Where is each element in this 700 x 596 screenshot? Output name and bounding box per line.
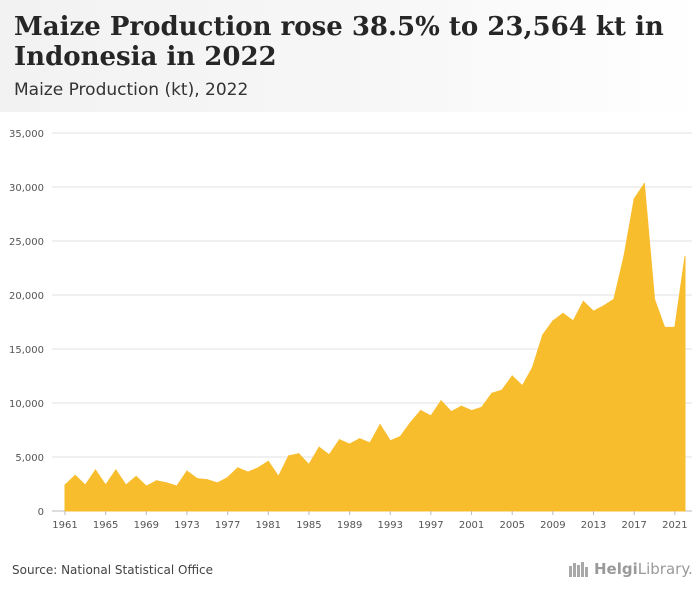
data-point-1984 bbox=[298, 453, 300, 455]
data-point-2012 bbox=[582, 300, 584, 303]
data-point-1986 bbox=[318, 446, 320, 448]
data-point-1992 bbox=[379, 424, 381, 426]
data-point-1970 bbox=[155, 480, 158, 482]
data-point-1966 bbox=[115, 469, 117, 471]
y-tick-label: 20,000 bbox=[9, 291, 44, 302]
data-point-1987 bbox=[328, 454, 330, 456]
x-axis: 1961 1965 1969 1973 1977 1981 1985 1989 1993 1997… bbox=[52, 511, 688, 531]
y-tick-label: 5,000 bbox=[15, 453, 44, 464]
data-point-2019 bbox=[653, 298, 656, 300]
data-point-1972 bbox=[176, 485, 178, 487]
data-point-2005 bbox=[511, 375, 513, 377]
y-tick-label: 30,000 bbox=[9, 183, 44, 194]
y-tick-label: 0 bbox=[38, 507, 44, 518]
data-point-2004 bbox=[501, 389, 503, 391]
data-point-1973 bbox=[186, 470, 188, 472]
x-tick-label: 2005 bbox=[499, 520, 524, 531]
plot-area bbox=[64, 182, 686, 512]
data-point-1969 bbox=[145, 485, 147, 487]
data-point-1988 bbox=[338, 439, 341, 441]
data-point-2010 bbox=[562, 312, 564, 314]
x-tick-label: 1993 bbox=[378, 520, 403, 531]
series-area bbox=[64, 182, 686, 512]
data-point-2022 bbox=[684, 255, 686, 258]
data-point-1971 bbox=[166, 482, 168, 484]
data-point-1994 bbox=[399, 435, 402, 438]
library-logo-icon bbox=[569, 562, 588, 577]
x-tick-label: 1969 bbox=[134, 520, 159, 531]
x-tick-label: 1965 bbox=[93, 520, 118, 531]
data-point-2009 bbox=[552, 320, 554, 322]
data-point-1963 bbox=[84, 484, 86, 486]
data-point-1999 bbox=[450, 411, 452, 413]
data-point-1991 bbox=[369, 442, 371, 444]
data-point-1996 bbox=[420, 409, 422, 412]
data-point-2011 bbox=[572, 320, 574, 322]
data-point-1983 bbox=[288, 455, 290, 457]
x-tick-label: 2001 bbox=[459, 520, 484, 531]
data-point-1961 bbox=[64, 484, 66, 486]
x-tick-label: 1981 bbox=[256, 520, 281, 531]
x-tick-label: 2021 bbox=[662, 520, 687, 531]
chart-title: Maize Production rose 38.5% to 23,564 kt… bbox=[14, 12, 664, 72]
data-point-2016 bbox=[623, 255, 625, 257]
data-point-1997 bbox=[430, 415, 432, 417]
data-point-1975 bbox=[206, 479, 208, 481]
y-tick-label: 15,000 bbox=[9, 345, 44, 356]
data-point-2021 bbox=[674, 326, 676, 328]
data-point-1979 bbox=[247, 471, 249, 473]
data-point-2015 bbox=[613, 298, 615, 300]
data-point-1990 bbox=[359, 438, 361, 440]
data-point-1974 bbox=[196, 478, 198, 480]
data-point-1998 bbox=[440, 400, 442, 402]
data-point-1981 bbox=[267, 460, 269, 462]
data-point-2013 bbox=[592, 310, 595, 312]
x-tick-label: 2009 bbox=[540, 520, 565, 531]
chart-subtitle: Maize Production (kt), 2022 bbox=[14, 80, 249, 100]
y-tick-label: 25,000 bbox=[9, 237, 44, 248]
data-point-1965 bbox=[105, 484, 107, 486]
x-tick-label: 1985 bbox=[296, 520, 321, 531]
data-point-2008 bbox=[542, 334, 544, 336]
y-axis: 0 5,000 10,000 15,000 20,000 25,000 30,000 35,0… bbox=[9, 129, 44, 518]
x-tick-label: 1989 bbox=[337, 520, 362, 531]
data-point-1995 bbox=[409, 421, 412, 424]
data-point-1967 bbox=[125, 484, 127, 486]
data-point-2007 bbox=[531, 366, 534, 368]
data-point-2006 bbox=[521, 385, 523, 387]
x-tick-label: 2017 bbox=[621, 520, 646, 531]
y-tick-label: 35,000 bbox=[9, 129, 44, 140]
data-point-1968 bbox=[135, 475, 137, 478]
data-point-2003 bbox=[491, 392, 493, 394]
header-band: Maize Production rose 38.5% to 23,564 kt… bbox=[0, 0, 700, 112]
x-tick-label: 1977 bbox=[215, 520, 240, 531]
brand-name-bold: Helgi bbox=[594, 560, 638, 578]
data-point-2018 bbox=[643, 183, 645, 185]
data-point-2000 bbox=[460, 405, 462, 407]
data-point-1962 bbox=[74, 474, 76, 476]
brand-logo: HelgiLibrary. bbox=[568, 560, 693, 578]
data-point-1976 bbox=[216, 482, 219, 484]
data-point-2014 bbox=[603, 305, 605, 307]
data-point-2001 bbox=[470, 409, 473, 412]
data-point-2002 bbox=[481, 406, 483, 408]
x-tick-label: 1973 bbox=[174, 520, 199, 531]
x-tick-label: 2013 bbox=[581, 520, 606, 531]
data-point-1978 bbox=[237, 467, 239, 469]
brand-name-light: Library. bbox=[637, 560, 693, 578]
data-point-1977 bbox=[227, 476, 229, 479]
source-note: Source: National Statistical Office bbox=[12, 563, 214, 577]
data-point-1980 bbox=[257, 467, 259, 469]
y-tick-label: 10,000 bbox=[9, 399, 44, 410]
data-point-2020 bbox=[664, 326, 666, 328]
data-point-1989 bbox=[348, 443, 351, 445]
data-point-1982 bbox=[277, 475, 280, 478]
data-point-1985 bbox=[308, 463, 310, 466]
x-tick-label: 1997 bbox=[418, 520, 443, 531]
x-tick-label: 1961 bbox=[52, 520, 77, 531]
data-point-1964 bbox=[94, 469, 97, 471]
data-point-1993 bbox=[389, 440, 391, 442]
data-point-2017 bbox=[633, 198, 635, 200]
